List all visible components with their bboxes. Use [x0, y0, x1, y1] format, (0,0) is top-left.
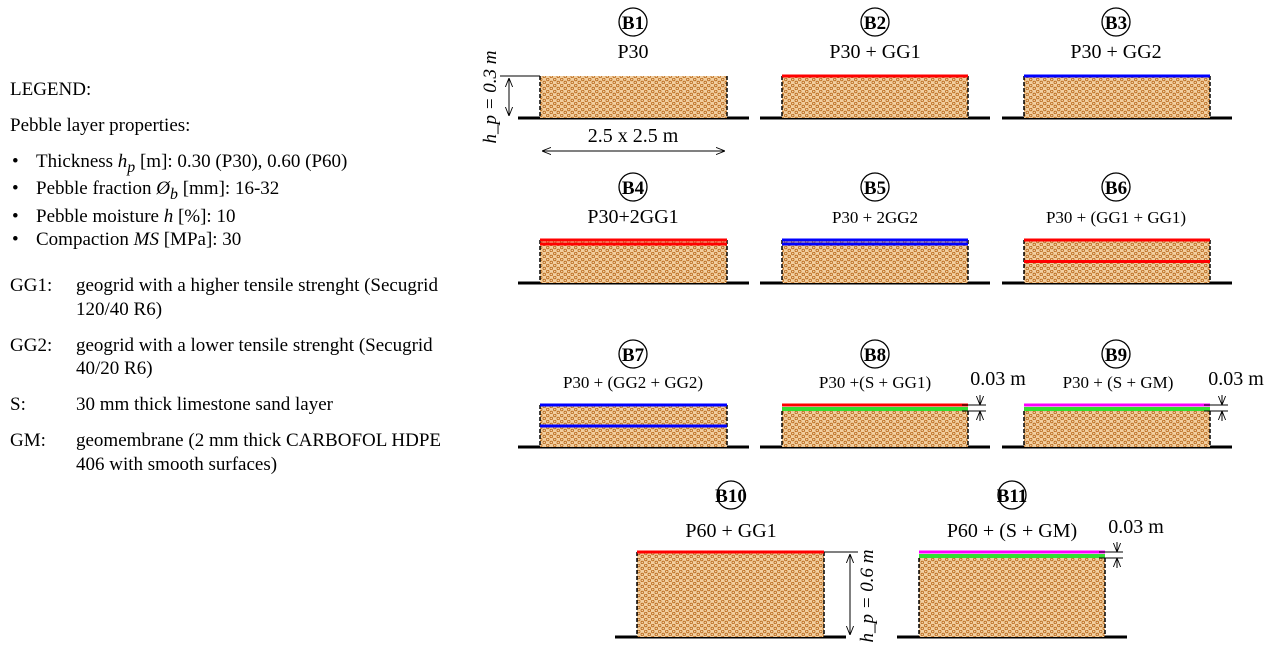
case-title-b9: P30 + (S + GM): [1063, 373, 1174, 392]
case-badge-b4: [618, 172, 648, 202]
pebble-layer-b8: [782, 411, 968, 447]
case-id-b1: B1: [622, 13, 644, 34]
abbr-s-desc: 30 mm thick limestone sand layer: [76, 394, 333, 416]
case-b6: B6 P30 + (GG1 + GG1): [1002, 172, 1232, 285]
dim-hp-large-label: h_p = 0.6 m: [857, 549, 878, 642]
case-b8: B8 P30 +(S + GG1): [760, 339, 990, 449]
case-title-b2: P30 + GG1: [829, 41, 920, 63]
pebble-layer-b4: [540, 240, 727, 283]
case-b4: B4 P30+2GG1: [518, 172, 749, 285]
case-id-b10: B10: [715, 486, 747, 507]
case-title-b5: P30 + 2GG2: [832, 208, 918, 227]
case-title-b11: P60 + (S + GM): [947, 520, 1077, 542]
pebble-layer-b9: [1024, 411, 1210, 447]
case-badge-b5: [860, 172, 890, 202]
legend-subtitle: Pebble layer properties:: [10, 114, 191, 136]
case-b3: B3 P30 + GG2: [1002, 7, 1232, 120]
case-title-b7: P30 + (GG2 + GG2): [563, 373, 703, 392]
sand-layer-b8: [782, 407, 968, 411]
case-id-b4: B4: [622, 178, 645, 199]
legend-title: LEGEND:: [10, 79, 92, 100]
abbr-gg1-key: GG1:: [10, 275, 53, 297]
case-badge-b2: [860, 7, 890, 37]
case-b5: B5 P30 + 2GG2: [760, 172, 990, 285]
abbr-gm-key: GM:: [10, 429, 46, 451]
case-badge-b11: [997, 480, 1027, 510]
case-b11: B11 P60 + (S + GM): [897, 480, 1127, 639]
property-fraction: Pebble fraction Øb [mm]: 16-32: [10, 177, 470, 205]
dim-plan-label: 2.5 x 2.5 m: [588, 125, 679, 147]
property-compaction: Compaction MS [MPa]: 30: [10, 228, 470, 252]
case-id-b8: B8: [864, 345, 886, 366]
abbr-s-key: S:: [10, 394, 26, 416]
case-badge-b7: [618, 339, 648, 369]
case-badge-b9: [1101, 339, 1131, 369]
case-b7: B7 P30 + (GG2 + GG2): [518, 339, 749, 449]
case-id-b2: B2: [864, 13, 886, 34]
legend: LEGEND: Pebble layer properties: Thickne…: [10, 78, 470, 488]
case-id-b3: B3: [1105, 13, 1127, 34]
property-moisture: Pebble moisture h [%]: 10: [10, 205, 470, 229]
pebble-layer-b2: [782, 76, 968, 118]
case-b9: B9 P30 + (S + GM): [1002, 339, 1232, 449]
abbr-gg2-key: GG2:: [10, 334, 53, 356]
case-title-b3: P30 + GG2: [1070, 41, 1161, 63]
case-badge-b1: [618, 7, 648, 37]
pebble-properties-list: Thickness hp [m]: 0.30 (P30), 0.60 (P60)…: [10, 150, 470, 253]
case-badge-b10: [716, 480, 746, 510]
abbr-gg2: GG2: geogrid with a lower tensile streng…: [10, 334, 470, 382]
case-id-b11: B11: [997, 486, 1028, 507]
case-badge-b3: [1101, 7, 1131, 37]
pebble-layer-b5: [782, 240, 968, 283]
case-b2: B2 P30 + GG1: [760, 7, 990, 120]
abbr-gm: GM: geomembrane (2 mm thick CARBOFOL HDP…: [10, 429, 470, 477]
case-id-b6: B6: [1105, 178, 1127, 199]
case-badge-b6: [1101, 172, 1131, 202]
case-id-b9: B9: [1105, 345, 1127, 366]
sand-layer-b11: [919, 554, 1105, 558]
pebble-layer-b3: [1024, 76, 1210, 118]
abbr-gg2-desc: geogrid with a lower tensile strenght (S…: [76, 334, 433, 380]
dim-sand-label-b11: 0.03 m: [1108, 516, 1164, 538]
property-thickness: Thickness hp [m]: 0.30 (P30), 0.60 (P60): [10, 150, 470, 178]
pebble-layer-b1: [540, 76, 727, 118]
case-title-b6: P30 + (GG1 + GG1): [1046, 208, 1186, 227]
abbr-gg1: GG1: geogrid with a higher tensile stren…: [10, 274, 470, 322]
case-title-b4: P30+2GG1: [587, 206, 678, 228]
case-id-b7: B7: [622, 345, 645, 366]
case-title-b10: P60 + GG1: [685, 520, 776, 542]
case-badge-b8: [860, 339, 890, 369]
case-id-b5: B5: [864, 178, 886, 199]
dim-hp-small-label: h_p = 0.3 m: [480, 50, 501, 143]
pebble-layer-b10: [637, 552, 824, 637]
pebble-layer-b11: [919, 558, 1105, 637]
sand-layer-b9: [1024, 407, 1210, 411]
case-title-b1: P30: [617, 41, 648, 63]
dim-sand-label-b8: 0.03 m: [970, 368, 1026, 390]
abbr-s: S: 30 mm thick limestone sand layer: [10, 393, 470, 417]
case-title-b8: P30 +(S + GG1): [819, 373, 931, 392]
abbr-gg1-desc: geogrid with a higher tensile strenght (…: [76, 275, 438, 320]
case-b10: B10 P60 + GG1: [615, 480, 846, 639]
dim-sand-label-b9: 0.03 m: [1208, 368, 1264, 390]
abbr-gm-desc: geomembrane (2 mm thick CARBOFOL HDPE 40…: [76, 429, 442, 475]
